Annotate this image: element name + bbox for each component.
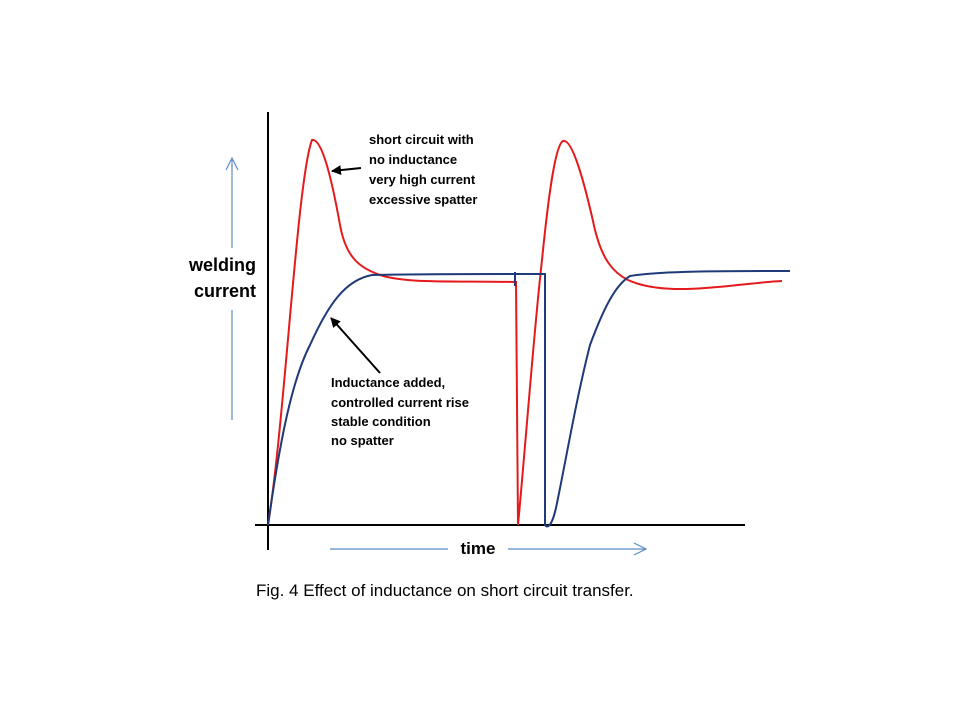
x-axis-label: time — [461, 539, 496, 558]
y-direction-arrow — [225, 156, 239, 420]
annotation-line: no spatter — [331, 433, 394, 448]
no-inductance-pointer-arrow — [331, 165, 362, 176]
no-inductance-curve — [267, 139, 783, 526]
annotation-line: stable condition — [331, 414, 431, 429]
inductance-pointer-arrow — [330, 317, 381, 374]
x-direction-arrow — [330, 542, 648, 556]
inductance-added-annotation: Inductance added, controlled current ris… — [331, 375, 469, 448]
annotation-line: no inductance — [369, 152, 457, 167]
annotation-line: Inductance added, — [331, 375, 445, 390]
y-axis-label-line2: current — [194, 281, 256, 301]
figure-caption: Fig. 4 Effect of inductance on short cir… — [256, 581, 634, 600]
inductance-curve — [267, 270, 791, 528]
annotation-line: very high current — [369, 172, 476, 187]
annotation-line: short circuit with — [369, 132, 474, 147]
y-axis-label-line1: welding — [188, 255, 256, 275]
annotation-line: excessive spatter — [369, 192, 477, 207]
no-inductance-annotation: short circuit with no inductance very hi… — [369, 132, 477, 207]
annotation-line: controlled current rise — [331, 395, 469, 410]
